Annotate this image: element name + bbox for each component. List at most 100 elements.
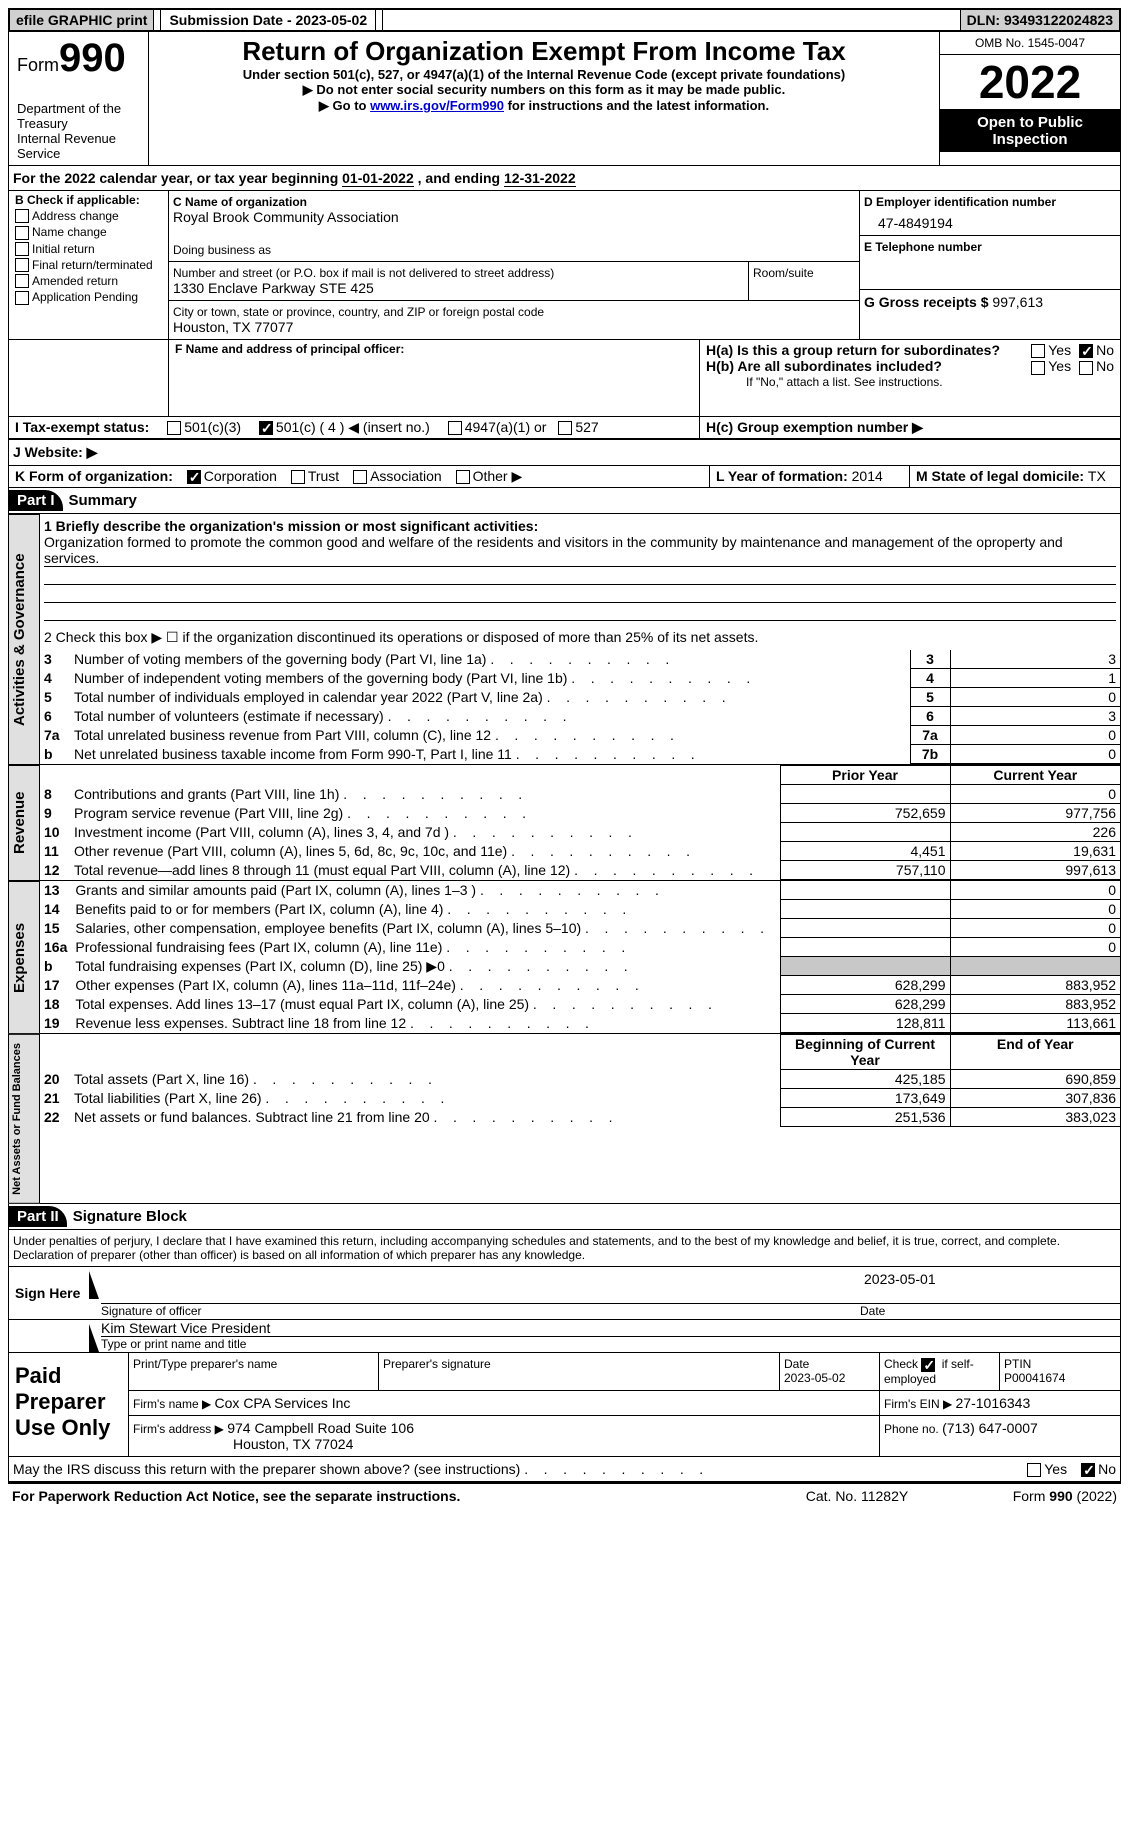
k-other[interactable]: Other ▶: [456, 468, 523, 484]
discuss-yes[interactable]: Yes: [1027, 1461, 1067, 1477]
data-row: 9Program service revenue (Part VIII, lin…: [40, 804, 1120, 823]
section-a: For the 2022 calendar year, or tax year …: [8, 166, 1121, 191]
omb: OMB No. 1545-0047: [940, 32, 1120, 55]
penalties: Under penalties of perjury, I declare th…: [8, 1230, 1121, 1267]
sig-type-label: Type or print name and title: [101, 1337, 1120, 1351]
efile-label: efile GRAPHIC print: [10, 10, 154, 30]
section-b-label: B Check if applicable:: [15, 193, 162, 207]
data-row: 14Benefits paid to or for members (Part …: [40, 900, 1120, 919]
prep-sig-label: Preparer's signature: [379, 1353, 780, 1390]
section-c: C Name of organization Royal Brook Commu…: [169, 191, 860, 339]
expenses-block: Expenses 13Grants and similar amounts pa…: [8, 881, 1121, 1034]
revenue-block: Revenue Prior Year Current Year 8Contrib…: [8, 765, 1121, 881]
data-row: 8Contributions and grants (Part VIII, li…: [40, 785, 1120, 804]
vtab-activities: Activities & Governance: [8, 514, 40, 765]
netassets-block: Net Assets or Fund Balances Beginning of…: [8, 1034, 1121, 1204]
c-dba-label: Doing business as: [173, 243, 855, 257]
dln: DLN: 93493122024823: [961, 10, 1119, 30]
d-label: D Employer identification number: [864, 195, 1116, 209]
cb-amended[interactable]: Amended return: [15, 272, 162, 288]
cb-name-change[interactable]: Name change: [15, 223, 162, 239]
form-number: Form990: [17, 36, 140, 81]
c-addr-label: Number and street (or P.O. box if mail i…: [173, 266, 744, 280]
summary-row: 3Number of voting members of the governi…: [40, 650, 1120, 669]
summary-row: 6Total number of volunteers (estimate if…: [40, 707, 1120, 726]
summary-row: 5Total number of individuals employed in…: [40, 688, 1120, 707]
header-right: OMB No. 1545-0047 2022 Open to Public In…: [940, 32, 1120, 165]
cb-initial-return[interactable]: Initial return: [15, 240, 162, 256]
form-title: Return of Organization Exempt From Incom…: [157, 36, 931, 67]
ha-yes[interactable]: Yes: [1031, 342, 1071, 358]
vtab-net: Net Assets or Fund Balances: [8, 1034, 40, 1204]
footer: For Paperwork Reduction Act Notice, see …: [8, 1482, 1121, 1508]
summary-row: bNet unrelated business taxable income f…: [40, 745, 1120, 764]
f-label: F Name and address of principal officer:: [169, 340, 700, 416]
form-sub1: Under section 501(c), 527, or 4947(a)(1)…: [157, 67, 931, 82]
hb-no[interactable]: No: [1079, 358, 1114, 374]
firm-addr: 974 Campbell Road Suite 106: [227, 1420, 414, 1436]
topbar-spacer: [383, 10, 961, 30]
cat-no: Cat. No. 11282Y: [757, 1488, 957, 1504]
i-opt3[interactable]: 4947(a)(1) or: [448, 419, 547, 435]
section-m: M State of legal domicile: TX: [910, 466, 1120, 487]
sig-name-title: Kim Stewart Vice President: [101, 1320, 1120, 1337]
cb-app-pending[interactable]: Application Pending: [15, 288, 162, 304]
data-row: 13Grants and similar amounts paid (Part …: [40, 881, 1120, 900]
sig-date-val: 2023-05-01: [860, 1267, 1120, 1303]
irs-link[interactable]: www.irs.gov/Form990: [370, 98, 504, 113]
i-opt1[interactable]: 501(c)(3): [167, 419, 241, 435]
d-val: 47-4849194: [864, 209, 1116, 231]
dept: Department of the Treasury: [17, 101, 140, 131]
line1-text: Organization formed to promote the commo…: [44, 534, 1116, 567]
form-sub3: Go to www.irs.gov/Form990 for instructio…: [157, 98, 931, 114]
cb-final-return[interactable]: Final return/terminated: [15, 256, 162, 272]
data-row: 11Other revenue (Part VIII, column (A), …: [40, 842, 1120, 861]
vtab-revenue: Revenue: [8, 765, 40, 881]
irs: Internal Revenue Service: [17, 131, 140, 161]
exp-table: 13Grants and similar amounts paid (Part …: [40, 881, 1120, 1033]
section-b: B Check if applicable: Address change Na…: [9, 191, 169, 339]
firm-phone: (713) 647-0007: [942, 1420, 1038, 1436]
part1-hdr: Part ISummary: [8, 488, 1121, 514]
hb-yes[interactable]: Yes: [1031, 358, 1071, 374]
hc-label: H(c) Group exemption number ▶: [700, 417, 1120, 439]
k-corp[interactable]: Corporation: [187, 468, 277, 484]
cb-address-change[interactable]: Address change: [15, 207, 162, 223]
paperwork: For Paperwork Reduction Act Notice, see …: [12, 1488, 757, 1504]
year: 2022: [940, 55, 1120, 110]
prep-check[interactable]: Check if self-employed: [880, 1353, 1000, 1390]
data-row: bTotal fundraising expenses (Part IX, co…: [40, 957, 1120, 976]
i-opt4[interactable]: 527: [558, 419, 598, 435]
line2: 2 Check this box ▶ ☐ if the organization…: [40, 625, 1120, 650]
summary-row: 4Number of independent voting members of…: [40, 669, 1120, 688]
c-city: Houston, TX 77077: [173, 319, 855, 335]
ha-label: H(a) Is this a group return for subordin…: [706, 342, 1000, 358]
section-j: J Website: ▶: [8, 440, 1121, 466]
header: Form990 Department of the Treasury Inter…: [8, 32, 1121, 166]
k-trust[interactable]: Trust: [291, 468, 339, 484]
sig-arrow-icon-2: [89, 1324, 99, 1352]
k-assoc[interactable]: Association: [353, 468, 442, 484]
sig-date-label: Date: [860, 1304, 1120, 1318]
ha-no[interactable]: No: [1079, 342, 1114, 358]
firm-name: Cox CPA Services Inc: [215, 1395, 351, 1411]
g-label: G Gross receipts $: [864, 294, 992, 310]
sign-name-block: Kim Stewart Vice President Type or print…: [8, 1320, 1121, 1353]
prep-date: Date2023-05-02: [780, 1353, 880, 1390]
submission: Submission Date - 2023-05-02: [154, 10, 383, 30]
rev-table: Prior Year Current Year 8Contributions a…: [40, 765, 1120, 880]
vtab-expenses: Expenses: [8, 881, 40, 1034]
part2-hdr: Part IISignature Block: [8, 1204, 1121, 1230]
data-row: 19Revenue less expenses. Subtract line 1…: [40, 1014, 1120, 1033]
hb-note: If "No," attach a list. See instructions…: [706, 375, 1114, 389]
data-row: 12Total revenue—add lines 8 through 11 (…: [40, 861, 1120, 880]
c-name: Royal Brook Community Association: [173, 209, 855, 225]
prep-ptin: PTINP00041674: [1000, 1353, 1120, 1390]
sign-here-block: Sign Here 2023-05-01 Signature of office…: [8, 1267, 1121, 1320]
sig-arrow-icon: [89, 1271, 99, 1299]
c-room-label: Room/suite: [749, 262, 859, 300]
i-opt2[interactable]: 501(c) ( 4 ) ◀ (insert no.): [259, 419, 430, 435]
discuss-no[interactable]: No: [1081, 1461, 1116, 1477]
section-l: L Year of formation: 2014: [710, 466, 910, 487]
section-bcdef: B Check if applicable: Address change Na…: [8, 191, 1121, 340]
